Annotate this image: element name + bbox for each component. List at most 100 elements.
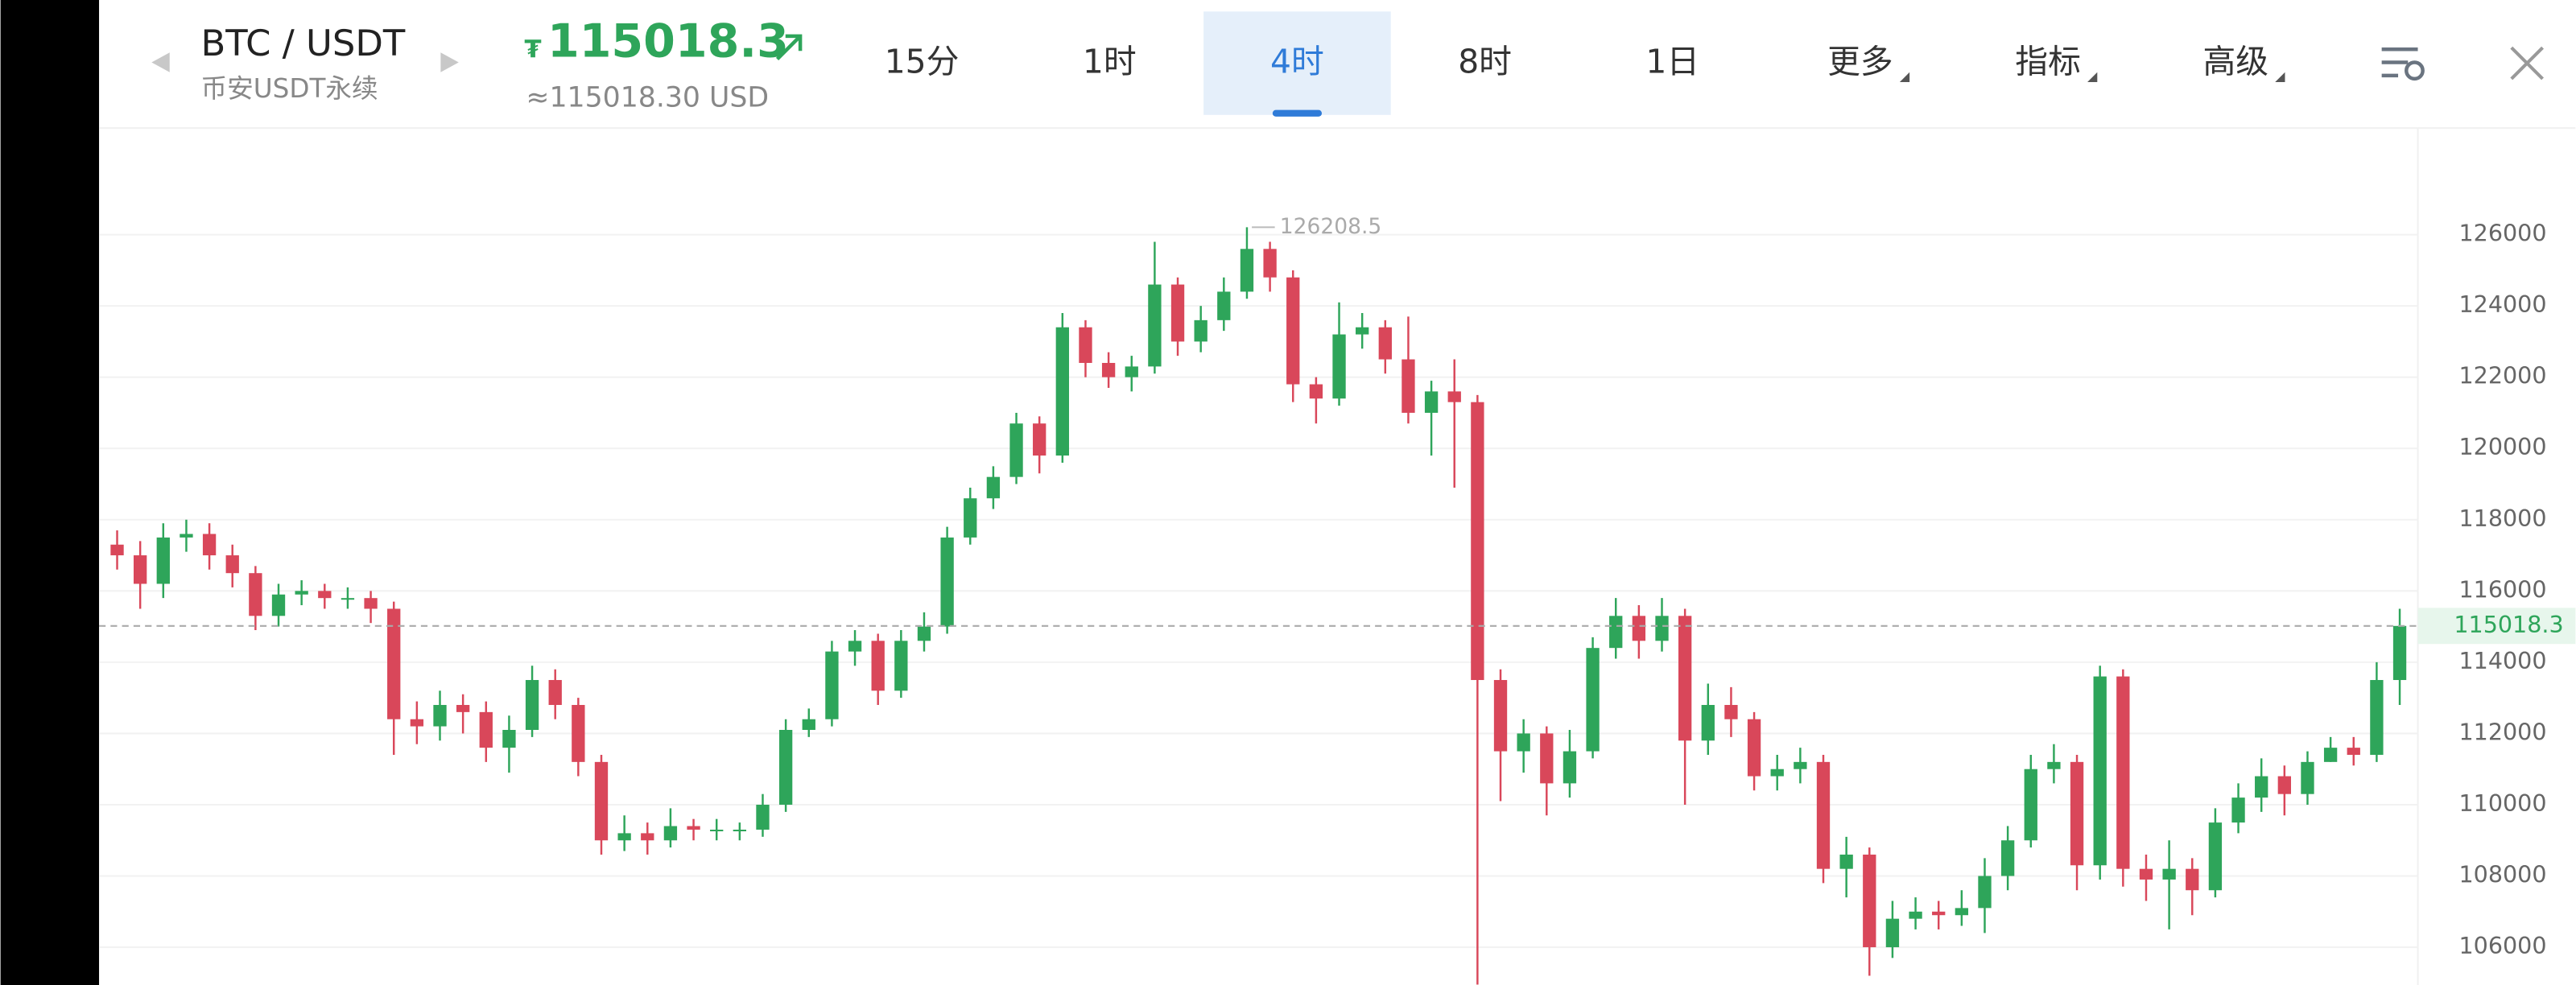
candle-body	[548, 680, 562, 706]
candle-body	[295, 591, 308, 595]
candle-body	[318, 591, 332, 599]
candle-body	[1447, 391, 1461, 402]
candle-body	[917, 626, 931, 641]
candle-body	[2323, 748, 2338, 762]
candle-body	[2370, 680, 2384, 755]
candle-body	[2139, 868, 2153, 880]
prev-arrow[interactable]	[151, 52, 170, 72]
candle-body	[1055, 327, 1069, 456]
candle-body	[1493, 680, 1508, 752]
tab[interactable]: 1日	[1645, 43, 1699, 81]
candle-body	[1079, 327, 1092, 363]
candle-body	[134, 555, 147, 584]
candle-body	[2208, 822, 2223, 891]
symbol[interactable]: BTC / USDT	[201, 22, 406, 64]
candle-body	[940, 537, 954, 627]
candle-body	[225, 555, 239, 574]
left-bar	[0, 0, 100, 985]
candle-body	[156, 537, 170, 584]
candle-body	[364, 598, 378, 609]
tab[interactable]: 更多	[1827, 43, 1893, 81]
close-button[interactable]	[2510, 46, 2545, 80]
candle-body	[271, 594, 286, 616]
candle-body	[1978, 876, 1992, 909]
candle-body	[1563, 751, 1577, 784]
candle-body	[2301, 761, 2314, 794]
candle-body	[2070, 761, 2084, 866]
candle-body	[456, 705, 470, 712]
candle-body	[249, 573, 262, 616]
y-tick-label: 112000	[2459, 718, 2547, 745]
candle-body	[2186, 868, 2199, 891]
candle-body	[1609, 616, 1623, 649]
last-price: 115018.3	[547, 15, 789, 68]
y-tick-label: 106000	[2459, 932, 2547, 959]
candle-body	[1839, 854, 1853, 869]
up-arrow	[775, 34, 803, 61]
candle-body	[687, 826, 700, 830]
y-tick-label: 118000	[2459, 505, 2547, 532]
candle-body	[2392, 625, 2407, 681]
candle-body	[1332, 334, 1346, 399]
candle-body	[525, 680, 539, 730]
candle-body	[2255, 776, 2268, 798]
candle-body	[964, 498, 977, 538]
candle-body	[180, 534, 193, 538]
y-tick-label: 110000	[2459, 789, 2547, 817]
candle-body	[479, 711, 493, 748]
tab-active-bg	[1203, 11, 1391, 115]
candle-body	[1402, 359, 1415, 413]
candle-body	[1747, 719, 1761, 777]
candle-body	[2277, 776, 2291, 794]
candle-body	[2347, 748, 2360, 755]
candle-body	[2024, 769, 2037, 841]
candle-body	[1101, 362, 1116, 377]
candle-body	[2000, 840, 2015, 876]
candle-body	[1863, 854, 1876, 948]
settings-icon[interactable]	[2381, 47, 2425, 81]
tab[interactable]: 指标	[2015, 43, 2081, 81]
candle-body	[641, 833, 654, 841]
y-tick-label: 126000	[2459, 220, 2547, 247]
candle-body	[848, 641, 862, 652]
candle-body	[710, 829, 724, 832]
candle-body	[1378, 327, 1392, 360]
candle-body	[1009, 423, 1023, 477]
tab[interactable]: 8时	[1458, 43, 1512, 81]
tab[interactable]: 高级	[2202, 43, 2268, 81]
candle-body	[1125, 366, 1138, 377]
candle-body	[1424, 391, 1439, 413]
candle-body	[202, 534, 217, 556]
candle-body	[617, 833, 631, 841]
candle-body	[2047, 761, 2061, 769]
candle-body	[572, 705, 585, 762]
candle-body	[1148, 284, 1162, 367]
candle-body	[1701, 705, 1715, 741]
candle-body	[1471, 402, 1484, 681]
candle-body	[1217, 291, 1231, 320]
candle-body	[825, 651, 839, 719]
candle-body	[2162, 868, 2176, 880]
candle-body	[1540, 733, 1554, 784]
candle-body	[433, 705, 447, 727]
candle-body	[387, 608, 401, 719]
candle-body	[1632, 616, 1646, 641]
high-marker-label: 126208.5	[1280, 214, 1382, 239]
candle-body	[1309, 384, 1323, 399]
tab[interactable]: 1时	[1083, 43, 1137, 81]
candle-body	[778, 729, 793, 805]
candle-body	[1655, 616, 1669, 641]
next-arrow[interactable]	[440, 52, 459, 72]
candle-body	[594, 761, 609, 841]
tab[interactable]: 15分	[885, 43, 960, 81]
last-price-tag	[2417, 608, 2576, 645]
candle-body	[1955, 908, 1969, 916]
candle-body	[1033, 423, 1046, 456]
candle-body	[1909, 911, 1922, 919]
tab[interactable]: 4时	[1270, 43, 1324, 81]
candle-body	[1678, 616, 1692, 741]
candle-body	[733, 829, 747, 832]
y-tick-label: 122000	[2459, 362, 2547, 389]
